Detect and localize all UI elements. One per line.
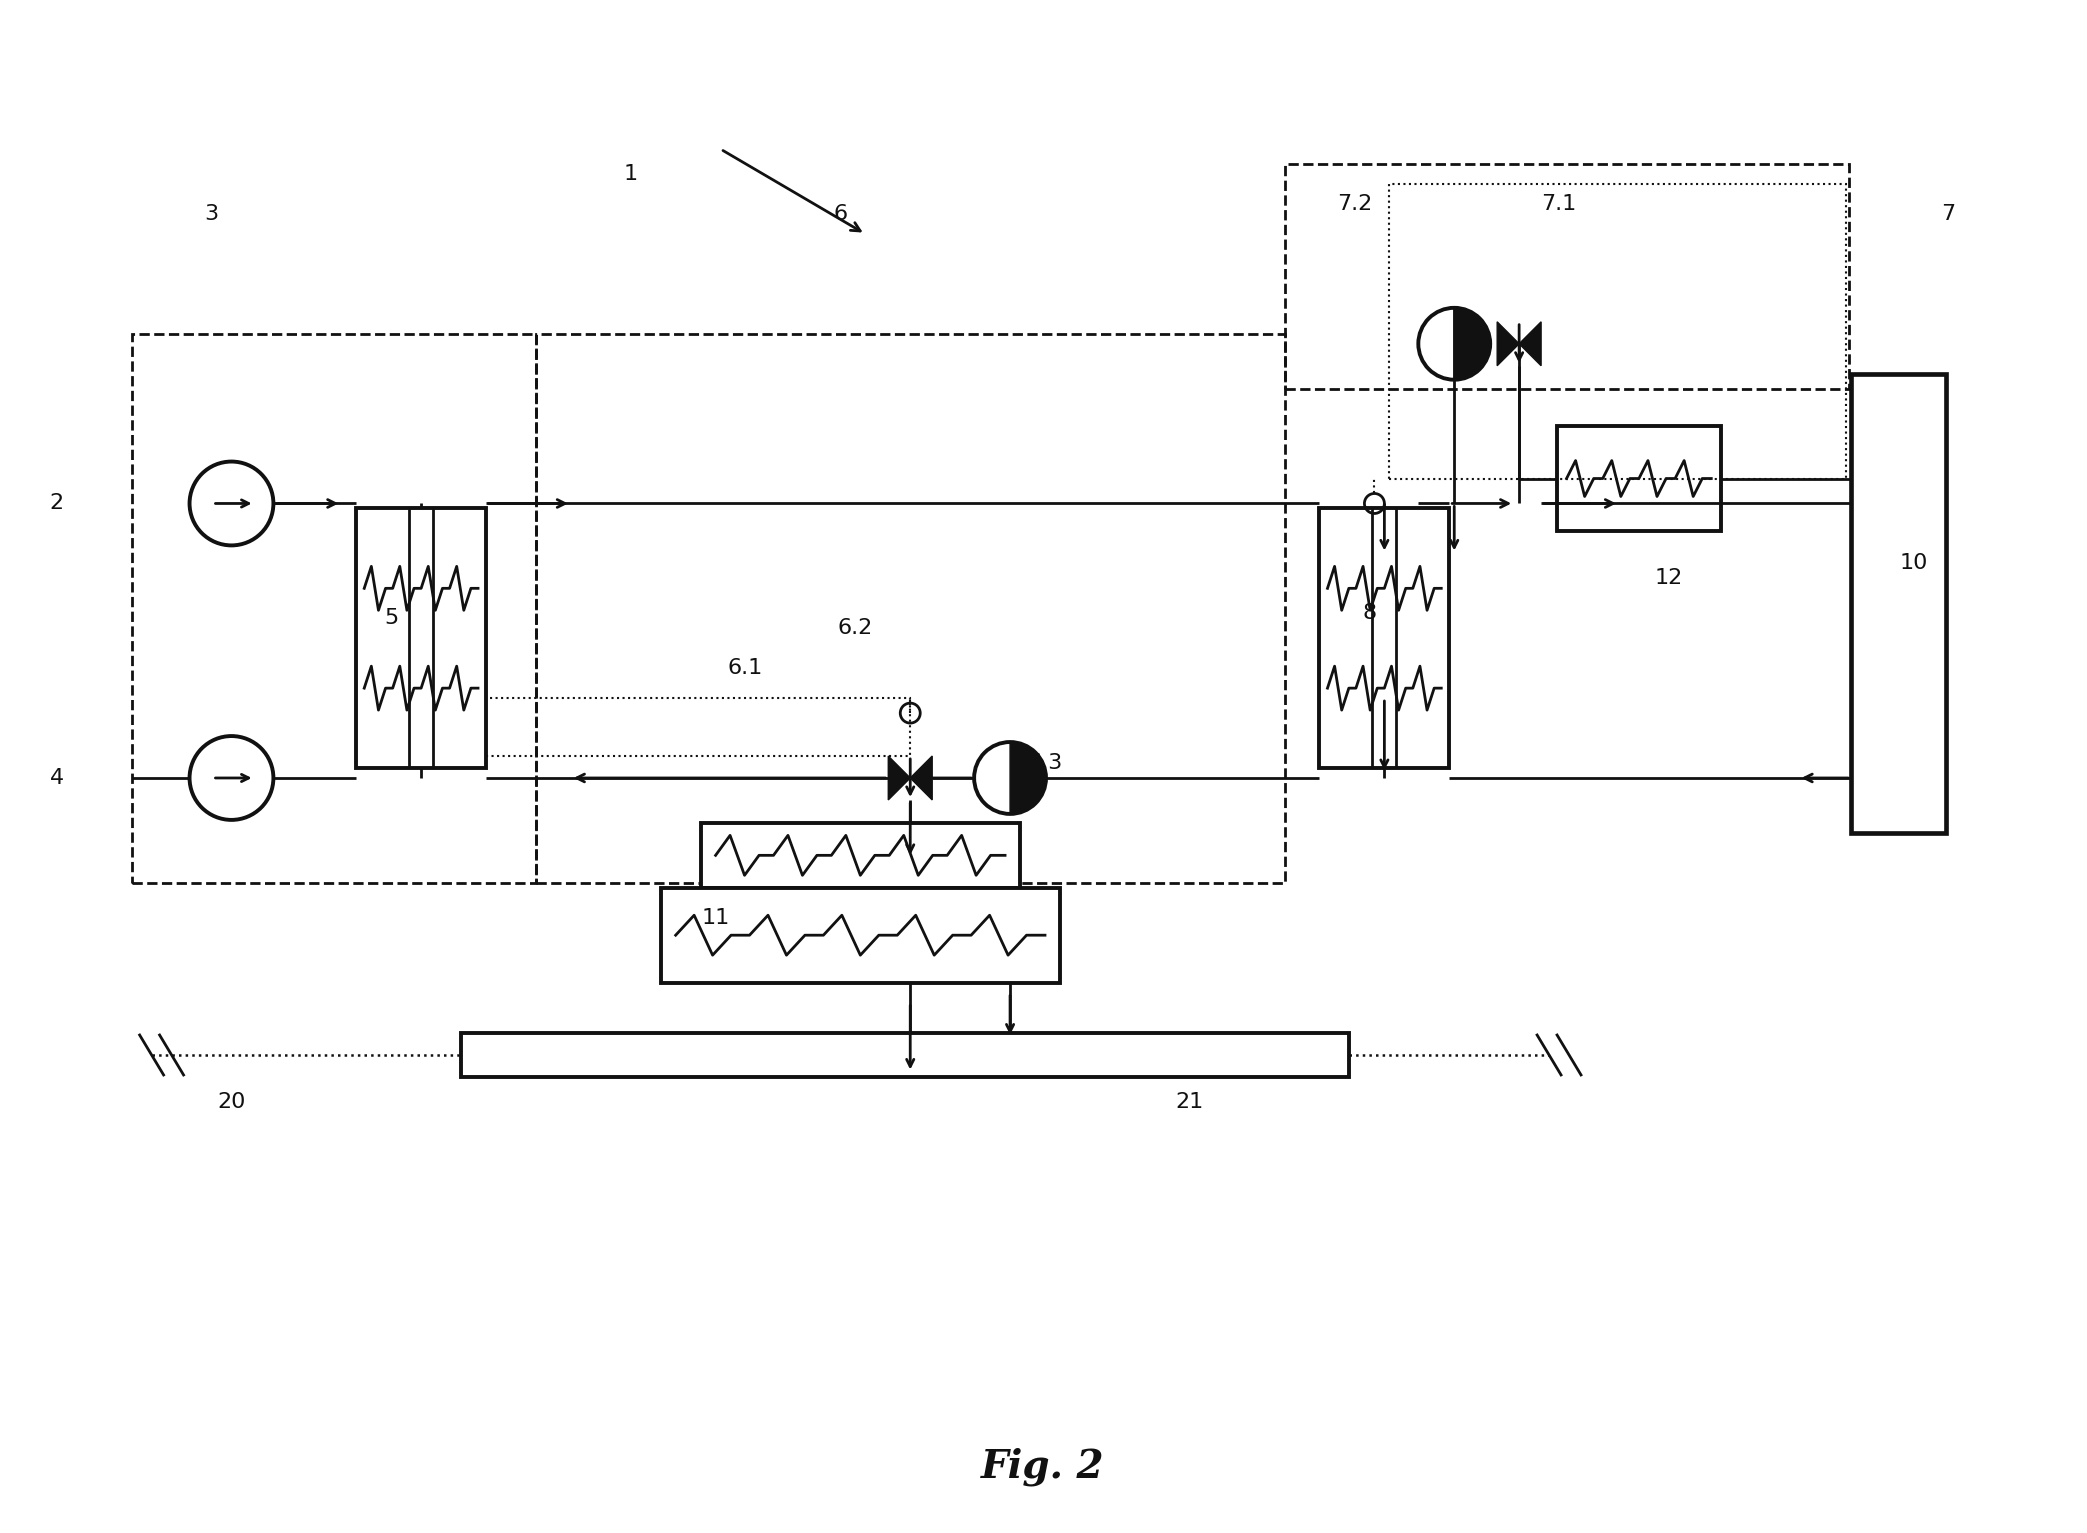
Polygon shape [889,756,910,800]
Text: 4: 4 [50,768,65,788]
Polygon shape [910,756,933,800]
Text: 8: 8 [1363,604,1377,624]
Text: 21: 21 [1175,1093,1204,1113]
Polygon shape [1519,322,1540,366]
Text: 2: 2 [50,494,65,514]
Text: 6.3: 6.3 [1027,753,1062,773]
Text: 6: 6 [833,204,847,224]
Text: 3: 3 [205,204,219,224]
Bar [536,334,1286,883]
Text: 6.2: 6.2 [837,618,872,638]
Bar [1390,184,1847,478]
Bar [701,823,1021,888]
Bar [662,888,1060,983]
Text: 7: 7 [1941,204,1956,224]
Text: 11: 11 [701,908,730,927]
Bar [1851,374,1945,832]
Text: 12: 12 [1655,569,1682,589]
Polygon shape [1455,308,1490,380]
Text: 1: 1 [624,164,639,184]
Text: 7.2: 7.2 [1338,195,1371,215]
Bar [357,509,486,768]
Text: Fig. 2: Fig. 2 [981,1447,1104,1485]
Polygon shape [1496,322,1519,366]
Text: 20: 20 [217,1093,246,1113]
Bar [131,334,536,883]
Polygon shape [1010,742,1046,814]
Bar [1319,509,1448,768]
Text: 10: 10 [1899,553,1928,573]
Text: 5: 5 [384,609,399,629]
Text: 7.1: 7.1 [1542,195,1576,215]
Bar [461,1033,1350,1078]
Bar [1557,426,1722,530]
Bar [1286,164,1849,389]
Text: 6.1: 6.1 [728,658,764,678]
Bar [486,698,910,756]
